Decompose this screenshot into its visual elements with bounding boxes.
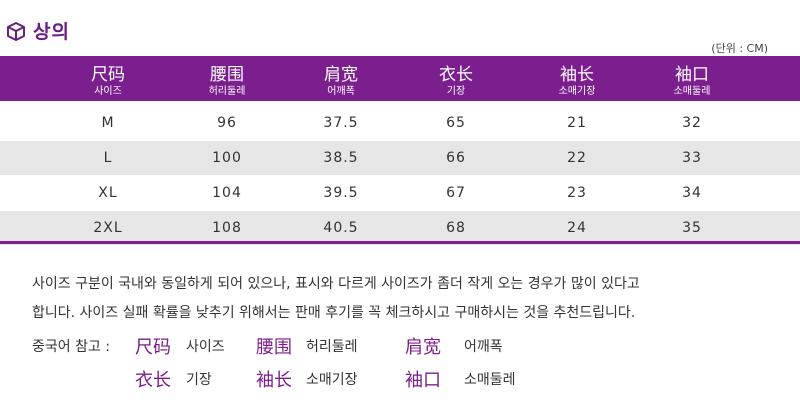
table-cell: 24: [567, 220, 587, 236]
header-cn: 腰围: [210, 65, 244, 85]
table-cell: 100: [212, 150, 242, 166]
reference-cn: 衣长: [135, 370, 171, 391]
unit-note: (단위 : CM): [711, 42, 768, 55]
table-row: 2XL 108 40.5 68 24 35: [0, 211, 800, 245]
notice-line-2: 합니다. 사이즈 실패 확률을 낮추기 위해서는 판매 후기를 꼭 체크하시고 …: [32, 305, 636, 321]
table-cell: 2XL: [93, 220, 123, 236]
table-row: XL 104 39.5 67 23 34: [0, 176, 800, 210]
table-bottom-border: [0, 241, 800, 244]
reference-cn: 袖长: [256, 370, 292, 391]
header-cn: 袖长: [560, 65, 594, 85]
header-kr: 소매기장: [558, 86, 596, 97]
table-cell: 40.5: [323, 220, 359, 236]
table-cell: 37.5: [323, 115, 359, 131]
table-cell: 66: [446, 150, 466, 166]
table-cell: 32: [682, 115, 702, 131]
table-cell: 39.5: [323, 185, 359, 201]
reference-kr: 사이즈: [186, 339, 225, 355]
header-kr: 기장: [446, 86, 466, 97]
header-cn: 衣长: [439, 65, 473, 85]
header-kr: 사이즈: [94, 86, 122, 97]
reference-kr: 기장: [186, 372, 212, 388]
table-cell: 33: [682, 150, 702, 166]
reference-kr: 허리둘레: [306, 339, 358, 355]
table-row: M 96 37.5 65 21 32: [0, 106, 800, 140]
table-cell: 35: [682, 220, 702, 236]
reference-cn: 尺码: [135, 337, 171, 358]
reference-cn: 袖口: [405, 370, 441, 391]
table-cell: 96: [217, 115, 237, 131]
size-table-header: 尺码 사이즈 腰围 허리둘레 肩宽 어깨폭 衣长 기장 袖长 소매기장 袖口 소…: [0, 56, 800, 101]
box-icon: [7, 21, 25, 41]
reference-cn: 腰围: [256, 337, 292, 358]
table-cell: 108: [212, 220, 242, 236]
table-cell: 65: [446, 115, 466, 131]
section-title: 상의: [5, 17, 70, 44]
table-cell: 104: [212, 185, 242, 201]
table-cell: L: [103, 150, 113, 166]
table-cell: 34: [682, 185, 702, 201]
section-title-text: 상의: [33, 21, 70, 43]
notice-line-1: 사이즈 구분이 국내와 동일하게 되어 있으나, 표시와 다르게 사이즈가 좀더…: [32, 276, 640, 292]
table-cell: 21: [567, 115, 587, 131]
table-cell: 23: [567, 185, 587, 201]
table-row: L 100 38.5 66 22 33: [0, 141, 800, 175]
table-cell: 67: [446, 185, 466, 201]
header-kr: 소매둘레: [673, 86, 711, 97]
table-cell: XL: [98, 185, 118, 201]
reference-kr: 어깨폭: [464, 339, 503, 355]
reference-kr: 소매둘레: [464, 372, 516, 388]
header-kr: 어깨폭: [327, 86, 355, 97]
header-cn: 肩宽: [324, 65, 358, 85]
table-cell: 22: [567, 150, 587, 166]
header-cn: 袖口: [675, 65, 709, 85]
table-cell: 38.5: [323, 150, 359, 166]
reference-label: 중국어 참고 :: [32, 339, 111, 355]
reference-cn: 肩宽: [405, 337, 441, 358]
table-cell: 68: [446, 220, 466, 236]
table-cell: M: [101, 115, 115, 131]
header-kr: 허리둘레: [208, 86, 246, 97]
header-cn: 尺码: [91, 65, 125, 85]
reference-kr: 소매기장: [306, 372, 358, 388]
